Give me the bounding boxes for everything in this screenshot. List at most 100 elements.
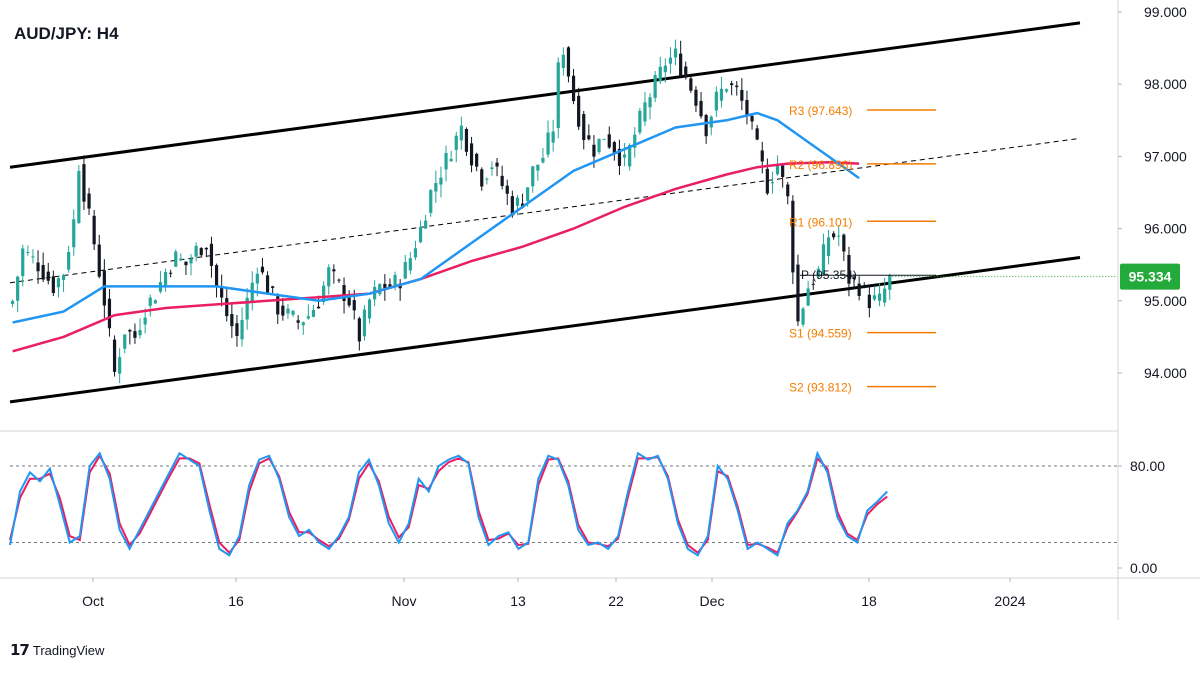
candle-body (429, 190, 433, 213)
candle-body (378, 284, 382, 295)
candle-body (220, 286, 224, 298)
candle-body (408, 258, 412, 271)
candle-body (837, 235, 841, 237)
candle-body (597, 138, 601, 153)
candle-body (877, 293, 882, 301)
candle-body (434, 183, 438, 192)
candle-body (388, 284, 392, 288)
candle-body (179, 258, 183, 260)
candle-body (888, 275, 892, 290)
candle-body (663, 65, 667, 73)
candle-body (352, 300, 356, 311)
candle-body (82, 164, 86, 202)
candle-body (128, 330, 132, 332)
x-tick-label: 16 (228, 593, 244, 609)
candle-body (51, 276, 55, 294)
candle-body (77, 170, 81, 223)
x-tick-label: 22 (608, 593, 624, 609)
candle-body (847, 254, 851, 284)
x-tick-label: 2024 (994, 593, 1025, 609)
candle-body (225, 298, 229, 317)
candle-body (475, 153, 479, 167)
candle-body (617, 148, 622, 166)
candle-body (648, 97, 652, 108)
candle-body (633, 134, 637, 148)
pivot-label-r1: R1 (96.101) (789, 215, 852, 229)
candle-body (816, 268, 820, 277)
candle-body (189, 258, 193, 264)
tradingview-brand[interactable]: 17 TradingView (10, 641, 104, 659)
candle-body (561, 54, 565, 69)
candle-body (515, 197, 520, 206)
candle-body (413, 248, 418, 258)
candle-body (694, 89, 698, 106)
candle-body (260, 266, 265, 273)
candle-body (781, 165, 785, 177)
candle-body (852, 276, 856, 280)
channel-middle-line (9, 137, 1081, 284)
stochastic-panel (9, 450, 1118, 557)
candle-body (107, 298, 112, 329)
pivot-label-s1: S1 (94.559) (789, 327, 852, 341)
candle-body (10, 300, 15, 305)
candle-body (133, 331, 137, 338)
candle-body (347, 294, 351, 306)
candle-body (541, 157, 545, 163)
candle-body (622, 154, 627, 158)
candle-body (857, 283, 861, 296)
candle-body (526, 187, 530, 201)
candle-body (796, 264, 800, 322)
candle-body (531, 166, 535, 187)
candle-body (510, 196, 514, 215)
moving-averages (12, 111, 860, 353)
candle-body (821, 244, 826, 275)
candle-body (490, 167, 494, 170)
candle-body (123, 334, 127, 349)
last-price-badge (1120, 263, 1180, 290)
stoch-k-line (9, 450, 888, 557)
candle-body (571, 75, 576, 102)
candle-body (724, 89, 729, 92)
candle-body (16, 276, 20, 301)
candle-body (653, 75, 657, 98)
candle-body (801, 308, 805, 325)
candle-body (439, 177, 443, 185)
candle-body (291, 310, 295, 315)
candle-body (791, 200, 795, 273)
y-tick-label: 96.000 (1144, 221, 1187, 237)
candle-body (357, 318, 361, 342)
candle-body (719, 88, 724, 101)
candle-body (87, 193, 91, 209)
candle-body (204, 247, 208, 250)
candle-body (735, 85, 739, 88)
pivot-label-s2: S2 (93.812) (789, 381, 852, 395)
stoch-d-line (9, 453, 888, 555)
channel-upper-line (9, 21, 1081, 169)
candle-body (148, 297, 152, 306)
candle-body (699, 100, 703, 117)
candle-body (587, 135, 591, 140)
candle-body (245, 297, 249, 320)
candle-body (577, 95, 581, 127)
candle-body (469, 143, 474, 166)
candle-body (536, 164, 540, 171)
candle-body (485, 178, 489, 180)
candle-body (775, 164, 780, 175)
candle-body (832, 233, 836, 238)
candle-body (36, 262, 40, 272)
candle-body (199, 248, 203, 256)
candle-body (367, 299, 372, 319)
candle-body (750, 115, 754, 122)
y-tick-label: 95.000 (1144, 293, 1187, 309)
candle-body (806, 288, 810, 306)
candle-body (143, 317, 147, 325)
candle-body (770, 182, 775, 184)
candle-body (393, 274, 397, 288)
candle-body (118, 357, 122, 374)
candle-body (276, 296, 280, 315)
candle-body (209, 243, 214, 266)
candle-body (240, 320, 244, 340)
candle-body (684, 66, 688, 78)
sma-fast-line (12, 111, 860, 324)
